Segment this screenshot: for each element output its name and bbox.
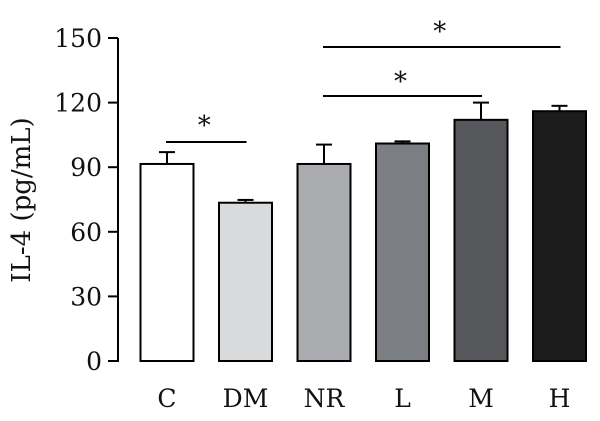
bar-nr [296,162,352,362]
significance-star: * [394,67,407,97]
bar-c [139,162,195,362]
x-axis-labels: C DM NR L M H [157,384,570,413]
bars-group [139,101,587,363]
bar-h [532,110,587,362]
y-tick-label: 120 [54,89,102,118]
error-bar-dm [237,198,254,203]
error-bar-c [159,151,175,164]
error-bar-h [551,104,568,112]
bar-l [375,142,430,362]
y-tick-label: 30 [70,282,102,311]
x-category-label: C [157,384,176,413]
x-category-label: NR [304,384,346,413]
y-tick-label: 60 [70,218,102,247]
error-bar-m [473,101,489,120]
significance-star: * [433,17,446,47]
y-tick-label: 90 [70,153,102,182]
significance-star: * [198,111,211,141]
y-axis: 0 30 60 90 120 150 [54,24,119,376]
significance-annotations: * * * [166,17,561,143]
x-category-label: L [394,384,411,413]
y-axis-label: IL-4 (pg/mL) [7,117,37,282]
y-tick-label: 0 [86,347,102,376]
bar-m [453,118,509,363]
error-bar-l [394,140,411,144]
x-category-label: DM [223,384,269,413]
bar-dm [218,201,273,362]
y-tick-label: 150 [54,24,102,53]
x-category-label: M [468,384,494,413]
error-bar-nr [316,143,332,164]
x-category-label: H [549,384,571,413]
